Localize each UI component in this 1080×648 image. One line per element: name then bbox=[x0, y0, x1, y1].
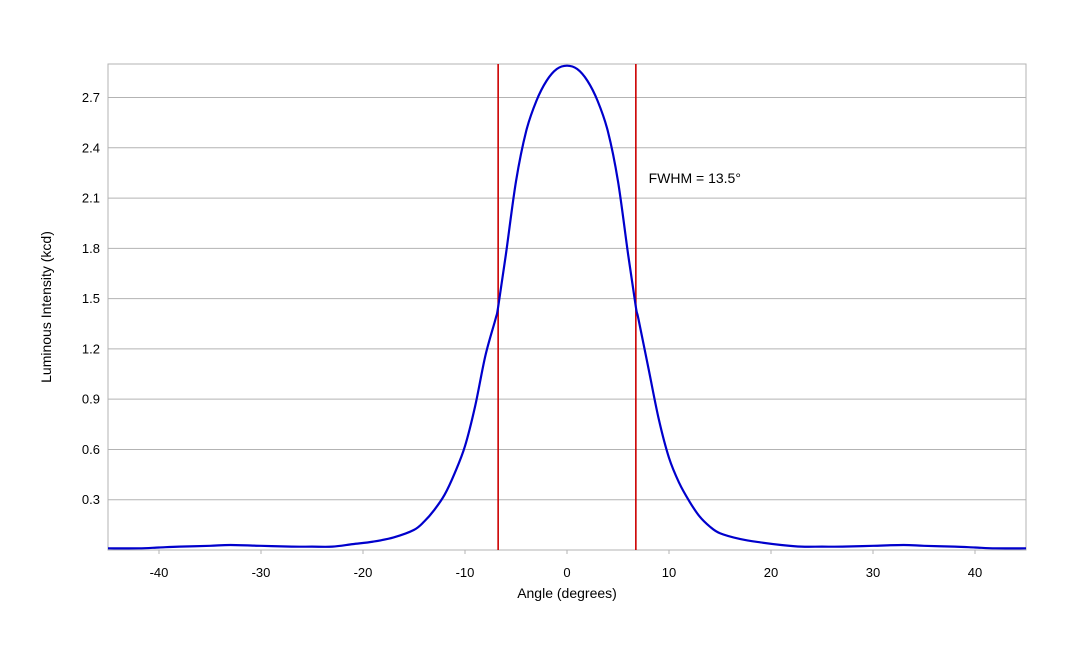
y-tick-label: 0.6 bbox=[82, 442, 100, 457]
x-tick-label: 30 bbox=[866, 565, 880, 580]
x-tick-label: -30 bbox=[252, 565, 271, 580]
x-tick-label: -40 bbox=[150, 565, 169, 580]
y-tick-label: 2.1 bbox=[82, 191, 100, 206]
x-axis: -40 -30 -20 -10 0 10 20 30 40 bbox=[150, 550, 982, 580]
x-tick-label: 10 bbox=[662, 565, 676, 580]
plot-area bbox=[107, 63, 1027, 551]
y-tick-label: 0.9 bbox=[82, 392, 100, 407]
x-tick-label: 40 bbox=[968, 565, 982, 580]
y-tick-label: 0.3 bbox=[82, 492, 100, 507]
y-tick-label: 1.8 bbox=[82, 241, 100, 256]
fwhm-annotation: FWHM = 13.5° bbox=[649, 170, 741, 186]
x-tick-label: -20 bbox=[354, 565, 373, 580]
series-group bbox=[107, 64, 1027, 550]
x-tick-label: -10 bbox=[456, 565, 475, 580]
y-axis-title: Luminous Intensity (kcd) bbox=[38, 231, 54, 383]
y-axis: 0.3 0.6 0.9 1.2 1.5 1.8 2.1 2.4 2.7 bbox=[82, 90, 100, 507]
series-line bbox=[107, 64, 1027, 550]
x-tick-label: 20 bbox=[764, 565, 778, 580]
y-tick-label: 2.7 bbox=[82, 90, 100, 105]
grid bbox=[108, 97, 1026, 501]
y-tick-label: 1.2 bbox=[82, 341, 100, 356]
y-tick-label: 1.5 bbox=[82, 291, 100, 306]
x-axis-title: Angle (degrees) bbox=[517, 585, 617, 601]
y-tick-label: 2.4 bbox=[82, 140, 100, 155]
x-tick-label: 0 bbox=[563, 565, 570, 580]
